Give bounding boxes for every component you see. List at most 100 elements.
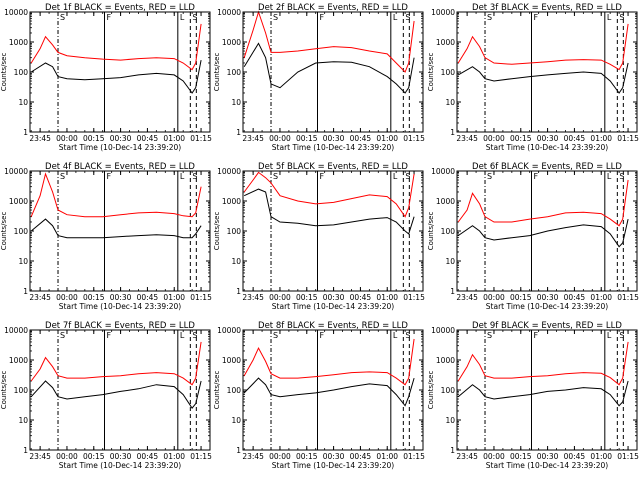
chart-panel-4: Det 4f BLACK = Events, RED = LLD 1 10 100 10… [0, 162, 212, 311]
region-marker-label: F [107, 172, 112, 181]
series-line-lld [30, 23, 202, 71]
x-tick-label: 00:15 [510, 134, 532, 143]
x-tick-label: 01:00 [590, 452, 612, 461]
chart-panel-2: Det 2f BLACK = Events, RED = LLD 1 10 100 10… [213, 3, 425, 152]
x-tick-label: 00:00 [56, 452, 78, 461]
x-tick-label: 00:45 [350, 452, 372, 461]
series-line-events [243, 42, 415, 94]
y-tick-label: 1000 [222, 356, 241, 365]
y-tick-label: 10000 [4, 8, 28, 17]
x-tick-label: 00:15 [296, 452, 318, 461]
x-tick-label: 01:15 [403, 452, 425, 461]
series-line-lld [457, 341, 629, 386]
series-line-events [243, 188, 415, 235]
y-tick-label: 10000 [217, 326, 241, 335]
x-tick-label: 00:15 [83, 452, 105, 461]
plot-frame [456, 11, 638, 133]
x-tick-label: 01:00 [163, 293, 185, 302]
chart-title: Det 5f BLACK = Events, RED = LLD [258, 162, 408, 172]
region-marker-label: F [107, 13, 112, 22]
y-tick-label: 1 [23, 287, 28, 296]
region-marker-label: S [273, 13, 278, 22]
plot-frame [29, 329, 211, 451]
y-tick-label: 1 [23, 446, 28, 455]
region-marker-label: S [487, 13, 492, 22]
chart-panel-1: Det 1f BLACK = Events, RED = LLD 1 10 100 10… [0, 3, 212, 152]
y-tick-label: 1 [450, 446, 455, 455]
x-axis-label: Start Time (10-Dec-14 23:39:20) [486, 302, 608, 311]
series-line-lld [457, 23, 629, 71]
x-tick-label: 00:45 [350, 293, 372, 302]
region-marker-label: L [180, 13, 185, 22]
x-tick-label: 00:30 [323, 134, 345, 143]
y-tick-label: 100 [441, 68, 456, 77]
y-tick-label: 100 [441, 386, 456, 395]
region-marker-label: F [320, 172, 325, 181]
y-tick-label: 1000 [436, 197, 455, 206]
x-tick-label: 00:45 [137, 293, 159, 302]
x-tick-label: 00:00 [483, 452, 505, 461]
y-tick-label: 1000 [436, 38, 455, 47]
y-tick-label: 10 [18, 98, 28, 107]
y-tick-label: 1 [450, 128, 455, 137]
region-marker-label: S [405, 172, 410, 181]
x-tick-label: 00:45 [137, 452, 159, 461]
x-tick-label: 00:00 [483, 134, 505, 143]
x-tick-label: 00:00 [483, 293, 505, 302]
x-tick-label: 00:15 [83, 293, 105, 302]
y-tick-label: 1000 [222, 197, 241, 206]
y-tick-label: 1000 [436, 356, 455, 365]
x-tick-label: 00:30 [323, 293, 345, 302]
y-tick-label: 10 [18, 416, 28, 425]
region-marker-label: L [607, 331, 612, 340]
y-tick-label: 10000 [431, 326, 455, 335]
x-tick-label: 01:15 [617, 452, 639, 461]
x-axis-label: Start Time (10-Dec-14 23:39:20) [59, 302, 181, 311]
y-axis-label: Counts/sec [213, 371, 221, 410]
x-tick-label: 00:30 [110, 293, 132, 302]
x-tick-label: 00:15 [83, 134, 105, 143]
x-tick-label: 01:15 [190, 134, 212, 143]
chart-panel-6: Det 6f BLACK = Events, RED = LLD 1 10 100 10… [427, 162, 639, 311]
region-marker-label: S [273, 331, 278, 340]
x-tick-label: 00:30 [537, 293, 559, 302]
y-axis-label: Counts/sec [213, 212, 221, 251]
x-axis-label: Start Time (10-Dec-14 23:39:20) [272, 461, 394, 470]
plot-frame [242, 170, 424, 292]
chart-title: Det 9f BLACK = Events, RED = LLD [472, 321, 622, 331]
region-marker-label: S [405, 13, 410, 22]
series-line-events [457, 380, 629, 407]
y-tick-label: 10 [231, 257, 241, 266]
x-tick-label: 23:45 [456, 134, 478, 143]
series-line-lld [243, 338, 415, 386]
x-tick-label: 00:45 [350, 134, 372, 143]
region-marker-label: L [607, 172, 612, 181]
y-tick-label: 100 [227, 386, 242, 395]
x-tick-label: 00:30 [537, 134, 559, 143]
y-tick-label: 10 [445, 98, 455, 107]
y-tick-label: 1 [23, 128, 28, 137]
x-tick-label: 23:45 [29, 452, 51, 461]
region-marker-label: F [320, 331, 325, 340]
region-marker-label: S [192, 331, 197, 340]
y-tick-label: 10000 [4, 167, 28, 176]
x-tick-label: 00:30 [537, 452, 559, 461]
y-axis-label: Counts/sec [213, 53, 221, 92]
x-tick-label: 01:00 [590, 293, 612, 302]
series-line-events [457, 218, 629, 248]
region-marker-label: S [619, 13, 624, 22]
y-tick-label: 10 [231, 416, 241, 425]
y-tick-label: 10 [445, 257, 455, 266]
x-axis-label: Start Time (10-Dec-14 23:39:20) [272, 302, 394, 311]
y-tick-label: 100 [14, 386, 29, 395]
region-marker-label: S [273, 172, 278, 181]
y-tick-label: 100 [227, 227, 242, 236]
plot-frame [242, 329, 424, 451]
y-tick-label: 10 [18, 257, 28, 266]
x-tick-label: 01:15 [617, 134, 639, 143]
region-marker-label: L [393, 172, 398, 181]
y-axis-label: Counts/sec [0, 53, 8, 92]
region-marker-label: L [180, 172, 185, 181]
chart-title: Det 2f BLACK = Events, RED = LLD [258, 3, 408, 13]
region-marker-label: S [405, 331, 410, 340]
